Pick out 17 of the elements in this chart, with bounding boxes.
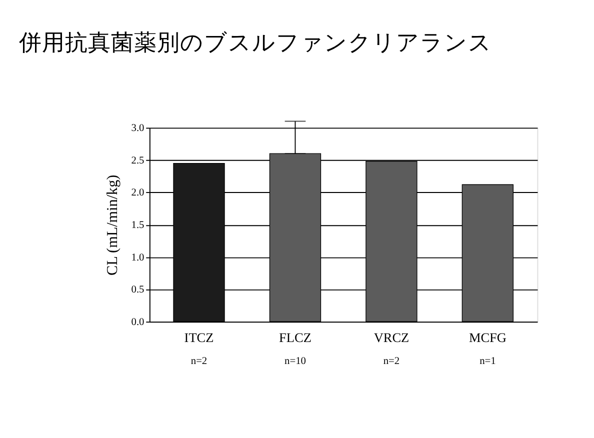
y-tick-label: 0.0 — [131, 316, 144, 328]
y-tick-label: 2.0 — [131, 188, 144, 199]
x-tick-label: FLCZ — [279, 330, 312, 345]
y-tick-label: 2.5 — [131, 155, 144, 166]
y-tick-label: 1.0 — [131, 252, 144, 264]
text: n=2 — [190, 356, 208, 368]
y-tick-label: 3.0 — [131, 123, 144, 134]
text: n=2 — [383, 356, 400, 368]
chart-title: 併用抗真菌薬別のブスルファンクリアランス — [18, 30, 492, 56]
x-tick-label: MCFG — [468, 330, 507, 345]
y-tick-label: 1.5 — [131, 220, 144, 231]
y-axis-title: CL (mL/min/kg) — [105, 174, 122, 276]
y-tick-label: 0.5 — [131, 284, 144, 296]
text: n=1 — [480, 356, 496, 368]
x-tick-label: ITCZ — [184, 330, 214, 345]
text: n=10 — [284, 356, 306, 368]
x-tick-label: VRCZ — [374, 330, 410, 345]
